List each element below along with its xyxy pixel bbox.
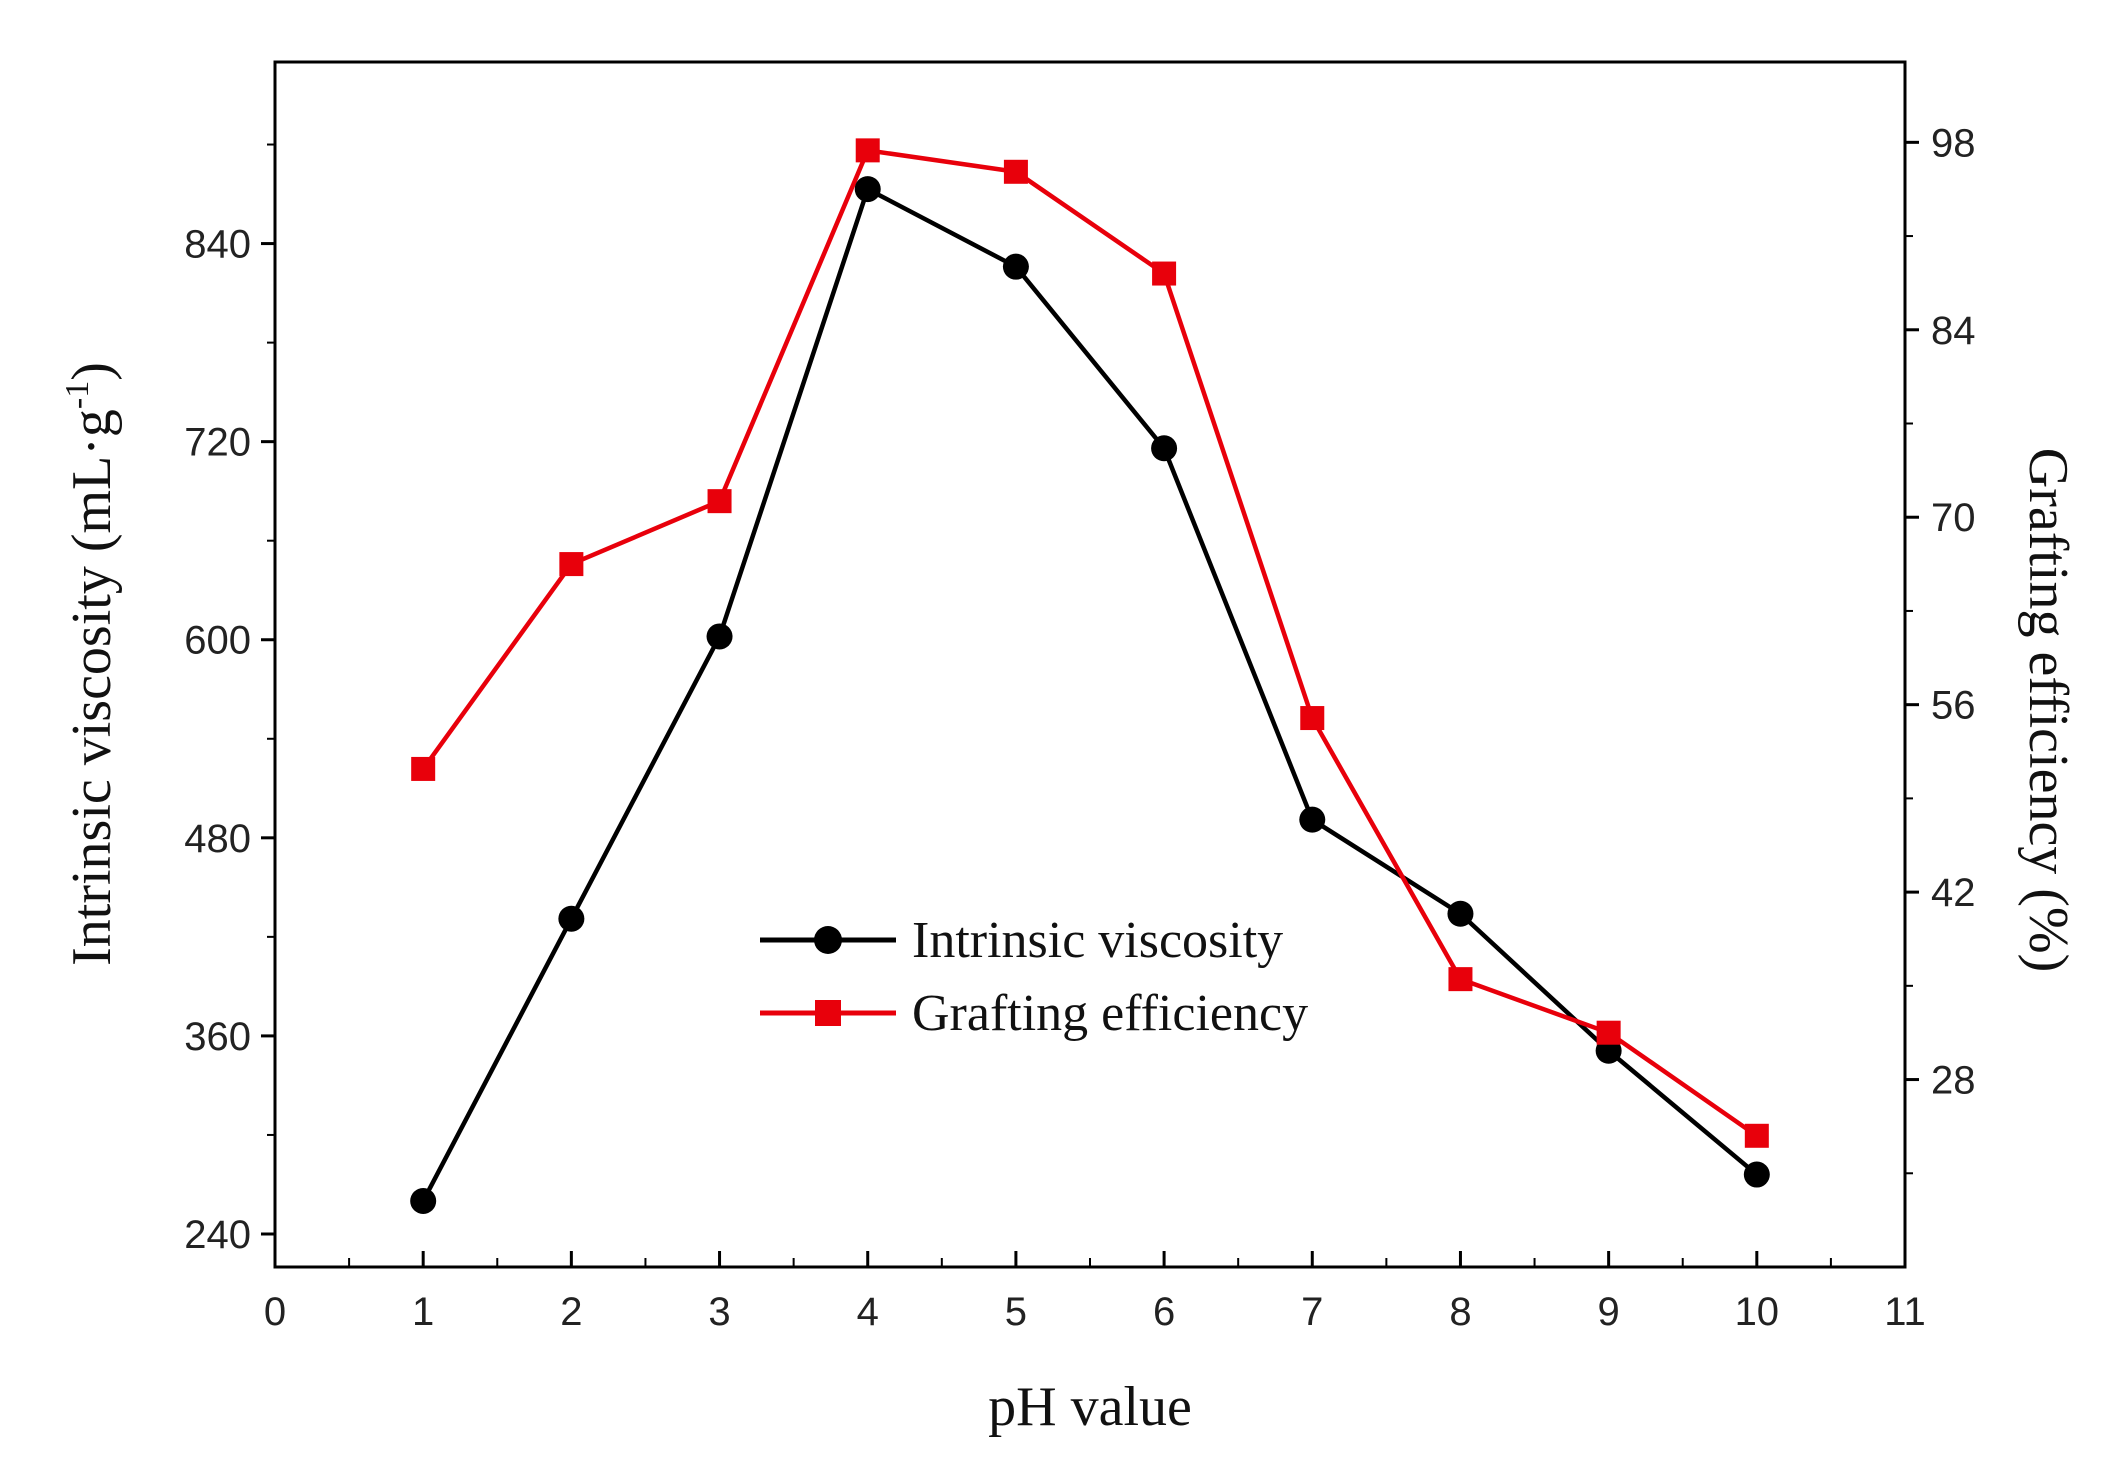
x-tick-label: 10 <box>1735 1290 1780 1334</box>
y-right-tick-label: 84 <box>1931 309 1976 353</box>
y-right-tick-label: 42 <box>1931 871 1976 915</box>
axis-ticks <box>261 140 1919 1267</box>
y-left-tick-label: 480 <box>184 817 251 861</box>
y-left-tick-label: 240 <box>184 1213 251 1257</box>
y-left-axis-title-main: Intrinsic viscosity (mL·g <box>61 409 123 966</box>
legend-marker-viscosity <box>814 926 842 954</box>
grafting-point <box>411 756 436 781</box>
viscosity-point <box>410 1187 437 1214</box>
legend-label-viscosity: Intrinsic viscosity <box>912 912 1283 969</box>
x-tick-label: 3 <box>708 1290 730 1334</box>
y-left-tick-label: 840 <box>184 223 251 267</box>
grafting-point <box>559 552 584 577</box>
series-lines <box>421 148 1759 1203</box>
x-tick-label: 0 <box>264 1290 286 1334</box>
viscosity-point <box>1447 900 1474 927</box>
viscosity-point <box>854 176 881 203</box>
y-left-axis-title-sup: -1 <box>59 381 96 409</box>
viscosity-point <box>1002 253 1029 280</box>
viscosity-point <box>706 623 733 650</box>
plot-frame <box>273 60 1907 1269</box>
series-markers <box>410 138 1770 1214</box>
series-line-intrinsic-viscosity <box>421 186 1759 1203</box>
y-right-tick-label: 28 <box>1931 1059 1976 1103</box>
grafting-point <box>1300 706 1325 731</box>
y-left-tick-label: 360 <box>184 1015 251 1059</box>
x-tick-label: 6 <box>1153 1290 1175 1334</box>
y-left-tick-label: 600 <box>184 619 251 663</box>
y-right-tick-label: 56 <box>1931 684 1976 728</box>
x-tick-label: 8 <box>1449 1290 1471 1334</box>
legend-marker-grafting <box>815 1000 841 1026</box>
axis-tick-labels: 0 1 2 3 4 5 6 7 8 9 10 1124036048060072084028425670… <box>184 121 1975 1334</box>
grafting-point <box>707 489 732 514</box>
y-right-tick-label: 70 <box>1931 496 1976 540</box>
x-tick-label: 7 <box>1301 1290 1323 1334</box>
legend-label-grafting: Grafting efficiency <box>912 985 1308 1042</box>
x-tick-label: 11 <box>1884 1290 1926 1334</box>
x-tick-label: 1 <box>412 1290 434 1334</box>
viscosity-point <box>558 905 585 932</box>
grafting-point <box>1448 967 1473 992</box>
y-right-axis-title: Grafting efficiency (%) <box>2017 448 2079 972</box>
x-tick-label: 2 <box>560 1290 582 1334</box>
x-tick-label: 9 <box>1598 1290 1620 1334</box>
x-tick-label: 4 <box>857 1290 879 1334</box>
grafting-point <box>1744 1123 1769 1148</box>
y-left-axis-title: Intrinsic viscosity (mL·g-1) <box>59 362 123 966</box>
series-line-grafting-efficiency <box>421 148 1759 1138</box>
y-right-tick-label: 98 <box>1931 121 1976 165</box>
viscosity-point <box>1299 806 1326 833</box>
viscosity-point <box>1743 1161 1770 1188</box>
y-left-axis-title-close: ) <box>61 362 123 381</box>
grafting-point <box>1152 261 1177 286</box>
x-axis-title: pH value <box>988 1376 1192 1438</box>
viscosity-point <box>1151 435 1178 462</box>
y-left-tick-label: 720 <box>184 421 251 465</box>
x-tick-label: 5 <box>1005 1290 1027 1334</box>
grafting-point <box>1003 159 1028 184</box>
grafting-point <box>1596 1020 1621 1045</box>
grafting-point <box>855 138 880 163</box>
legend: Intrinsic viscosity Grafting efficiency <box>760 912 1308 1042</box>
